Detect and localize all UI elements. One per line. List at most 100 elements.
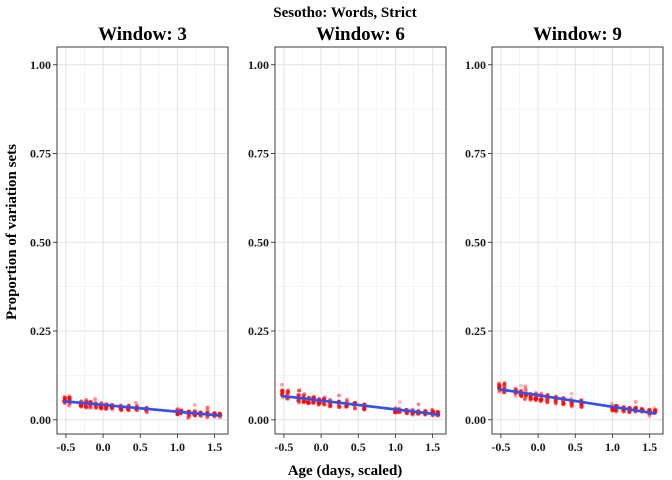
x-tick-label: 0.0 bbox=[314, 440, 329, 454]
data-point bbox=[519, 383, 523, 388]
data-point bbox=[609, 401, 614, 406]
data-point bbox=[119, 408, 124, 413]
x-tick-label: 1.5 bbox=[425, 440, 440, 454]
data-point bbox=[634, 406, 638, 410]
data-point bbox=[63, 395, 67, 400]
data-point bbox=[83, 405, 88, 409]
data-point bbox=[175, 412, 180, 417]
data-point bbox=[653, 408, 658, 413]
y-tick-label: 0.00 bbox=[248, 413, 269, 427]
data-point bbox=[522, 397, 527, 401]
data-point bbox=[68, 395, 73, 400]
data-point bbox=[144, 410, 149, 415]
data-point bbox=[144, 409, 149, 414]
data-point bbox=[67, 396, 72, 401]
y-tick-label: 0.75 bbox=[248, 147, 269, 161]
data-point bbox=[84, 405, 89, 409]
data-point bbox=[62, 395, 67, 400]
data-point bbox=[179, 407, 183, 412]
x-tick-label: 1.0 bbox=[605, 440, 620, 454]
x-tick-label: 0.5 bbox=[133, 440, 148, 454]
data-point bbox=[513, 394, 518, 399]
data-point bbox=[435, 409, 440, 414]
data-point bbox=[99, 406, 104, 411]
y-tick-label: 0.75 bbox=[30, 147, 51, 161]
data-point bbox=[286, 390, 291, 394]
data-point bbox=[286, 388, 290, 393]
y-tick-label: 0.50 bbox=[248, 235, 269, 249]
y-tick-label: 0.50 bbox=[30, 235, 51, 249]
facet-panel-2: Window: 6 -0.5 0.0 0.5 1.0 1.5 0.00 0.25 0.50 0.7… bbox=[248, 24, 447, 454]
data-point bbox=[553, 400, 558, 405]
data-point bbox=[205, 408, 210, 413]
x-tick-label: 0.0 bbox=[96, 440, 111, 454]
data-point bbox=[336, 404, 341, 409]
data-point bbox=[134, 401, 138, 405]
data-point bbox=[302, 400, 306, 405]
y-tick-label: 0.25 bbox=[30, 324, 51, 338]
x-tick-label: -0.5 bbox=[491, 440, 510, 454]
data-point bbox=[579, 402, 584, 407]
facet-panels: Window: 3 -0.5 0.0 0.5 1.0 1.5 0.00 0.25 0.50 0.7… bbox=[30, 24, 664, 454]
x-tick-label: -0.5 bbox=[56, 440, 75, 454]
data-point bbox=[569, 391, 574, 396]
data-point bbox=[344, 397, 349, 402]
panel-border bbox=[274, 46, 447, 435]
x-tick-label: 0.5 bbox=[351, 440, 366, 454]
data-point bbox=[352, 406, 357, 411]
data-point bbox=[301, 399, 306, 404]
data-point bbox=[285, 392, 290, 396]
y-tick-label: 1.00 bbox=[30, 58, 51, 72]
data-point bbox=[497, 382, 501, 387]
data-point bbox=[296, 393, 301, 398]
data-point bbox=[353, 406, 357, 411]
data-point bbox=[353, 406, 357, 411]
data-point bbox=[67, 395, 72, 400]
y-tick-label: 0.00 bbox=[30, 413, 51, 427]
y-axis-title: Proportion of variation sets bbox=[4, 144, 20, 320]
data-point bbox=[280, 382, 284, 387]
facet-panel-3: Window: 9 -0.5 0.0 0.5 1.0 1.5 0.00 0.25 0.50 0.7… bbox=[465, 24, 664, 454]
data-point bbox=[104, 405, 109, 410]
data-point bbox=[67, 403, 71, 408]
data-point bbox=[404, 411, 409, 416]
data-point bbox=[306, 400, 310, 405]
y-tick-label: 1.00 bbox=[248, 58, 269, 72]
data-point bbox=[135, 408, 140, 413]
y-tick-label: 0.25 bbox=[465, 324, 486, 338]
x-tick-label: 1.0 bbox=[388, 440, 403, 454]
fit-line bbox=[63, 400, 222, 417]
data-point bbox=[175, 412, 180, 417]
y-tick-label: 0.00 bbox=[465, 413, 486, 427]
facet-title: Window: 3 bbox=[98, 24, 187, 45]
facet-title: Window: 9 bbox=[533, 24, 622, 45]
data-point bbox=[502, 383, 507, 388]
x-tick-label: 1.5 bbox=[207, 440, 222, 454]
x-tick-label: 1.0 bbox=[170, 440, 185, 454]
data-point bbox=[524, 389, 528, 393]
data-point bbox=[84, 405, 89, 410]
data-point bbox=[502, 382, 507, 387]
data-point bbox=[405, 411, 410, 416]
data-point bbox=[344, 404, 349, 409]
x-tick-label: 1.5 bbox=[642, 440, 657, 454]
data-point bbox=[93, 397, 97, 401]
data-point bbox=[193, 408, 197, 413]
data-point bbox=[539, 397, 544, 401]
data-point bbox=[296, 399, 301, 404]
data-point bbox=[87, 406, 92, 410]
data-point bbox=[296, 392, 301, 397]
y-tick-label: 0.75 bbox=[465, 147, 486, 161]
data-point bbox=[302, 392, 307, 397]
x-tick-label: 0.0 bbox=[531, 440, 546, 454]
data-point bbox=[397, 400, 402, 404]
data-point bbox=[61, 395, 66, 399]
data-point bbox=[411, 413, 415, 417]
data-point bbox=[513, 386, 517, 391]
data-point bbox=[561, 402, 565, 407]
data-point bbox=[297, 393, 302, 398]
data-point bbox=[533, 396, 538, 401]
x-tick-label: 0.5 bbox=[568, 440, 583, 454]
data-point bbox=[497, 390, 501, 394]
